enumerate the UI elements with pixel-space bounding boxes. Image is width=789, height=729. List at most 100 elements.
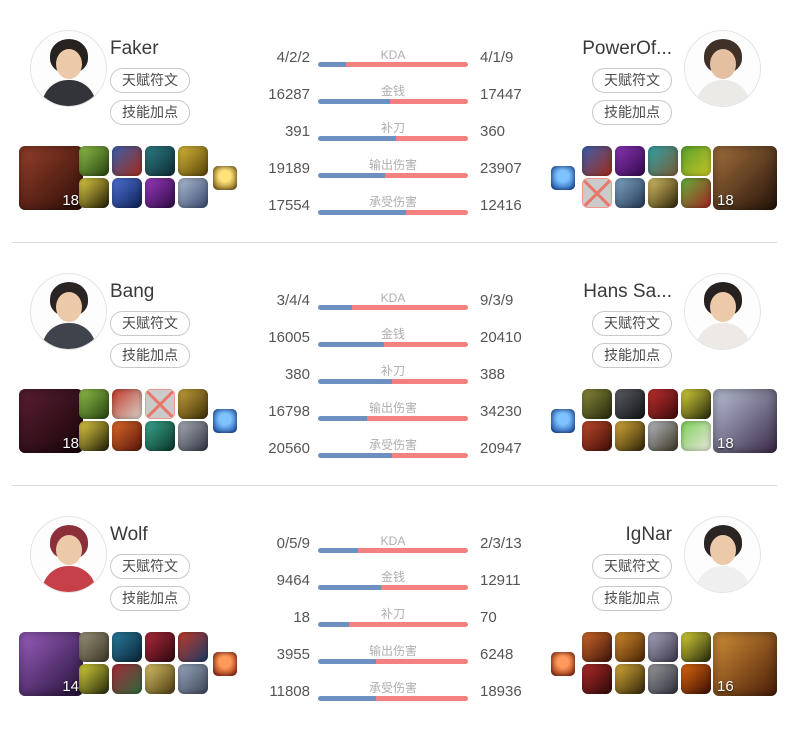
runes-button[interactable]: 天赋符文 xyxy=(110,68,190,93)
item-icon[interactable] xyxy=(648,178,678,208)
left-item-grid xyxy=(79,632,208,694)
left-value: 0/5/9 xyxy=(276,535,310,552)
item-icon[interactable] xyxy=(145,146,175,176)
item-icon[interactable] xyxy=(145,421,175,451)
item-icon[interactable] xyxy=(145,389,175,419)
stat-bar xyxy=(318,548,468,553)
skills-button[interactable]: 技能加点 xyxy=(592,343,672,368)
item-icon[interactable] xyxy=(79,178,109,208)
runes-button[interactable]: 天赋符文 xyxy=(592,68,672,93)
item-icon[interactable] xyxy=(178,146,208,176)
item-icon[interactable] xyxy=(582,146,612,176)
item-icon[interactable] xyxy=(79,664,109,694)
skills-button[interactable]: 技能加点 xyxy=(592,100,672,125)
runes-button[interactable]: 天赋符文 xyxy=(110,311,190,336)
stat-damage-taken: 17554 承受伤害 12416 xyxy=(240,187,552,224)
trinket-icon[interactable] xyxy=(213,652,237,676)
trinket-icon[interactable] xyxy=(213,409,237,433)
right-value: 6248 xyxy=(480,646,514,663)
runes-button[interactable]: 天赋符文 xyxy=(592,311,672,336)
item-icon[interactable] xyxy=(112,389,142,419)
runes-button[interactable]: 天赋符文 xyxy=(110,554,190,579)
trinket-icon[interactable] xyxy=(551,166,575,190)
left-value: 9464 xyxy=(276,572,310,589)
item-icon[interactable] xyxy=(648,389,678,419)
left-value: 16287 xyxy=(268,86,310,103)
stat-label: 补刀 xyxy=(380,121,405,135)
avatar-shoulders xyxy=(695,80,750,106)
right-value: 18936 xyxy=(480,683,522,700)
right-item-grid xyxy=(582,146,711,208)
item-icon[interactable] xyxy=(178,632,208,662)
item-icon[interactable] xyxy=(681,664,711,694)
item-icon[interactable] xyxy=(648,421,678,451)
item-icon[interactable] xyxy=(615,146,645,176)
item-icon[interactable] xyxy=(615,389,645,419)
item-icon[interactable] xyxy=(681,178,711,208)
item-icon[interactable] xyxy=(145,632,175,662)
item-icon[interactable] xyxy=(582,421,612,451)
item-icon[interactable] xyxy=(112,664,142,694)
item-icon[interactable] xyxy=(648,146,678,176)
item-icon[interactable] xyxy=(681,632,711,662)
item-icon[interactable] xyxy=(681,421,711,451)
skills-button[interactable]: 技能加点 xyxy=(592,586,672,611)
item-icon[interactable] xyxy=(79,389,109,419)
champion-level: 18 xyxy=(717,192,734,209)
bar-right-segment xyxy=(351,305,468,310)
bar-right-segment xyxy=(381,585,468,590)
champion-level: 18 xyxy=(62,192,79,209)
item-icon[interactable] xyxy=(79,146,109,176)
item-icon[interactable] xyxy=(112,146,142,176)
item-icon[interactable] xyxy=(178,389,208,419)
left-value: 18 xyxy=(293,609,310,626)
player-name: Faker xyxy=(110,38,159,59)
item-icon[interactable] xyxy=(112,421,142,451)
item-icon[interactable] xyxy=(145,178,175,208)
item-icon[interactable] xyxy=(582,389,612,419)
avatar-head xyxy=(55,292,82,322)
left-player-photo xyxy=(30,273,107,350)
item-icon[interactable] xyxy=(112,178,142,208)
stat-bar xyxy=(318,379,468,384)
item-icon[interactable] xyxy=(112,632,142,662)
skills-button[interactable]: 技能加点 xyxy=(110,100,190,125)
item-icon[interactable] xyxy=(582,178,612,208)
item-icon[interactable] xyxy=(79,421,109,451)
bar-right-segment xyxy=(392,453,468,458)
item-icon[interactable] xyxy=(145,664,175,694)
item-icon[interactable] xyxy=(582,632,612,662)
right-value: 9/3/9 xyxy=(480,292,514,309)
bar-left-segment xyxy=(318,342,384,347)
item-icon[interactable] xyxy=(178,421,208,451)
item-icon[interactable] xyxy=(615,178,645,208)
item-icon[interactable] xyxy=(615,632,645,662)
item-icon[interactable] xyxy=(615,421,645,451)
skills-button[interactable]: 技能加点 xyxy=(110,343,190,368)
left-player-info: Bang 天赋符文 技能加点 xyxy=(110,281,190,375)
item-icon[interactable] xyxy=(178,178,208,208)
item-icon[interactable] xyxy=(178,664,208,694)
runes-button[interactable]: 天赋符文 xyxy=(592,554,672,579)
stat-damage-taken: 11808 承受伤害 18936 xyxy=(240,673,552,710)
trinket-icon[interactable] xyxy=(213,166,237,190)
avatar-head xyxy=(709,49,736,79)
item-icon[interactable] xyxy=(79,632,109,662)
item-icon[interactable] xyxy=(681,146,711,176)
skills-button[interactable]: 技能加点 xyxy=(110,586,190,611)
row-divider xyxy=(12,242,777,243)
stat-bar xyxy=(318,659,468,664)
left-value: 4/2/2 xyxy=(276,49,310,66)
item-icon[interactable] xyxy=(648,632,678,662)
item-icon[interactable] xyxy=(648,664,678,694)
item-icon[interactable] xyxy=(582,664,612,694)
player-name: Bang xyxy=(110,281,155,302)
item-icon[interactable] xyxy=(681,389,711,419)
stat-label: 金钱 xyxy=(380,327,405,341)
item-icon[interactable] xyxy=(615,664,645,694)
champion-level: 18 xyxy=(717,435,734,452)
trinket-icon[interactable] xyxy=(551,409,575,433)
trinket-icon[interactable] xyxy=(551,652,575,676)
left-player-photo xyxy=(30,30,107,107)
stat-bar xyxy=(318,173,468,178)
